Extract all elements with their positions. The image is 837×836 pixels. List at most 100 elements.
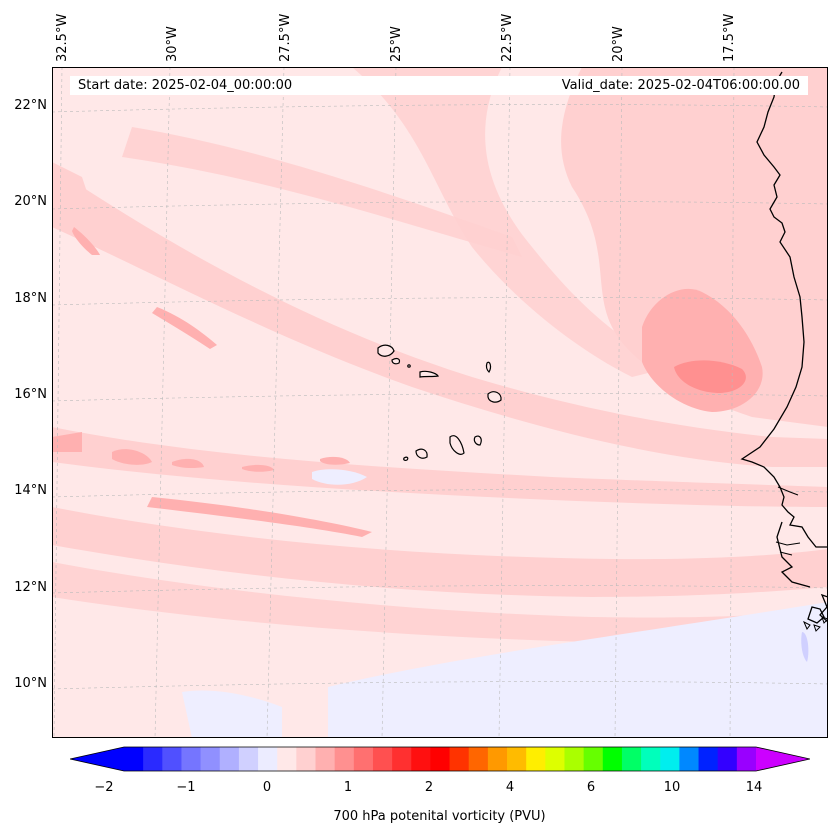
- lon-label-20w: 20°W: [611, 26, 626, 62]
- colorbar-swatch: [392, 747, 412, 771]
- colorbar-tick-4: 4: [505, 780, 515, 795]
- colorbar-swatch: [641, 747, 661, 771]
- colorbar-swatch: [736, 747, 757, 771]
- lon-label-32-5w: 32.5°W: [55, 13, 70, 62]
- pv-band-south-2: [52, 507, 828, 597]
- colorbar-swatch: [698, 747, 719, 771]
- africa-coastline: [740, 71, 828, 624]
- colorbar-swatch: [162, 747, 182, 771]
- island-maio: [473, 435, 482, 446]
- lat-label-12n: 12°N: [14, 580, 47, 595]
- valid-date-label: Valid_date: 2025-02-04T06:00:00.00: [561, 78, 800, 93]
- colorbar-swatch: [258, 747, 278, 771]
- colorbar-swatch: [181, 747, 202, 771]
- pv-blob-1: [112, 449, 152, 465]
- start-date-label: Start date: 2025-02-04_00:00:00: [78, 78, 293, 93]
- island-fogo: [415, 448, 428, 459]
- island-sao-vicente: [391, 357, 401, 365]
- lat-label-22n: 22°N: [14, 98, 47, 113]
- colorbar-tick-6: 6: [586, 780, 596, 795]
- colorbar-label: 700 hPa potenital vorticity (PVU): [333, 809, 546, 824]
- pv-streak-1: [152, 307, 217, 349]
- colorbar-swatch: [315, 747, 336, 771]
- colorbar-swatch: [660, 747, 680, 771]
- lat-label-16n: 16°N: [14, 387, 47, 402]
- graticule: [52, 67, 828, 738]
- island-boa-vista: [487, 391, 502, 403]
- lat-label-10n: 10°N: [14, 676, 47, 691]
- colorbar-swatch: [545, 747, 565, 771]
- pv-band-mid: [352, 67, 672, 377]
- island-brava: [403, 456, 409, 461]
- cape-verde-islands: [377, 344, 502, 461]
- island-santo-antao: [377, 344, 395, 357]
- colorbar-swatch: [564, 747, 585, 771]
- pv-negative-region: [328, 602, 828, 738]
- colorbar-extend-under: [70, 747, 124, 771]
- pv-negative-patch-mid: [312, 469, 367, 485]
- pv-streak-2: [72, 227, 100, 255]
- lon-label-25w: 25°W: [389, 26, 404, 62]
- colorbar-swatch: [717, 747, 738, 771]
- colorbar-swatch: [200, 747, 221, 771]
- pv-blob-2: [172, 458, 204, 469]
- colorbar-swatch: [487, 747, 508, 771]
- pv-band-south-3: [52, 562, 828, 642]
- lat-label-14n: 14°N: [14, 483, 47, 498]
- colorbar-swatch: [411, 747, 431, 771]
- colorbar-tick-10: 10: [663, 780, 681, 795]
- pv-band-upper-west: [52, 162, 92, 217]
- colorbar: [70, 746, 810, 772]
- colorbar-swatch: [124, 747, 144, 771]
- pv-blob-4: [320, 456, 350, 465]
- island-sao-nicolau: [419, 370, 440, 378]
- colorbar-swatch: [507, 747, 527, 771]
- lon-label-17-5w: 17.5°W: [722, 13, 737, 62]
- colorbar-tick-minus-1: −1: [176, 780, 196, 795]
- colorbar-swatch: [621, 747, 642, 771]
- colorbar-tick-minus-2: −2: [94, 780, 114, 795]
- colorbar-tick-1: 1: [343, 780, 353, 795]
- pv-streak-3: [292, 322, 337, 339]
- colorbar-swatch: [526, 747, 546, 771]
- pv-negative-patch-sw: [182, 690, 282, 738]
- lon-label-22-5w: 22.5°W: [500, 13, 515, 62]
- colorbar-swatch: [602, 747, 623, 771]
- pv-maximum-inner: [674, 360, 746, 393]
- pv-band-lower-1: [52, 427, 828, 507]
- colorbar-swatch: [449, 747, 470, 771]
- pv-band-lower-2: [52, 432, 82, 452]
- colorbar-tick-14: 14: [745, 780, 763, 795]
- pv-band-upper: [122, 127, 522, 257]
- colorbar-outline: [70, 746, 810, 772]
- pv-plume-northeast: [561, 67, 828, 427]
- colorbar-swatch: [219, 747, 240, 771]
- colorbar-swatch: [296, 747, 317, 771]
- colorbar-swatch: [334, 747, 355, 771]
- lat-label-20n: 20°N: [14, 194, 47, 209]
- colorbar-swatch: [468, 747, 489, 771]
- date-header-box: [70, 76, 808, 95]
- lon-label-27-5w: 27.5°W: [278, 13, 293, 62]
- colorbar-swatch: [353, 747, 374, 771]
- colorbar-tick-2: 2: [424, 780, 434, 795]
- island-sal: [485, 361, 492, 373]
- lon-label-30w: 30°W: [165, 26, 180, 62]
- colorbar-swatch: [679, 747, 700, 771]
- colorbar-swatch: [143, 747, 163, 771]
- map-frame: [52, 67, 828, 738]
- pv-map: [52, 67, 828, 738]
- colorbar-swatch: [238, 747, 259, 771]
- colorbar-extend-over: [756, 747, 810, 771]
- pv-small-blue: [801, 632, 809, 662]
- colorbar-swatch: [583, 747, 604, 771]
- colorbar-swatch: [430, 747, 451, 771]
- pv-band-south-1: [147, 497, 372, 537]
- colorbar-swatch: [277, 747, 297, 771]
- island-santiago: [449, 435, 465, 455]
- colorbar-swatch: [372, 747, 393, 771]
- lat-label-18n: 18°N: [14, 291, 47, 306]
- pv-blob-3: [242, 464, 274, 472]
- africa-bissagos: [803, 616, 828, 632]
- pv-band-northwest: [52, 167, 828, 467]
